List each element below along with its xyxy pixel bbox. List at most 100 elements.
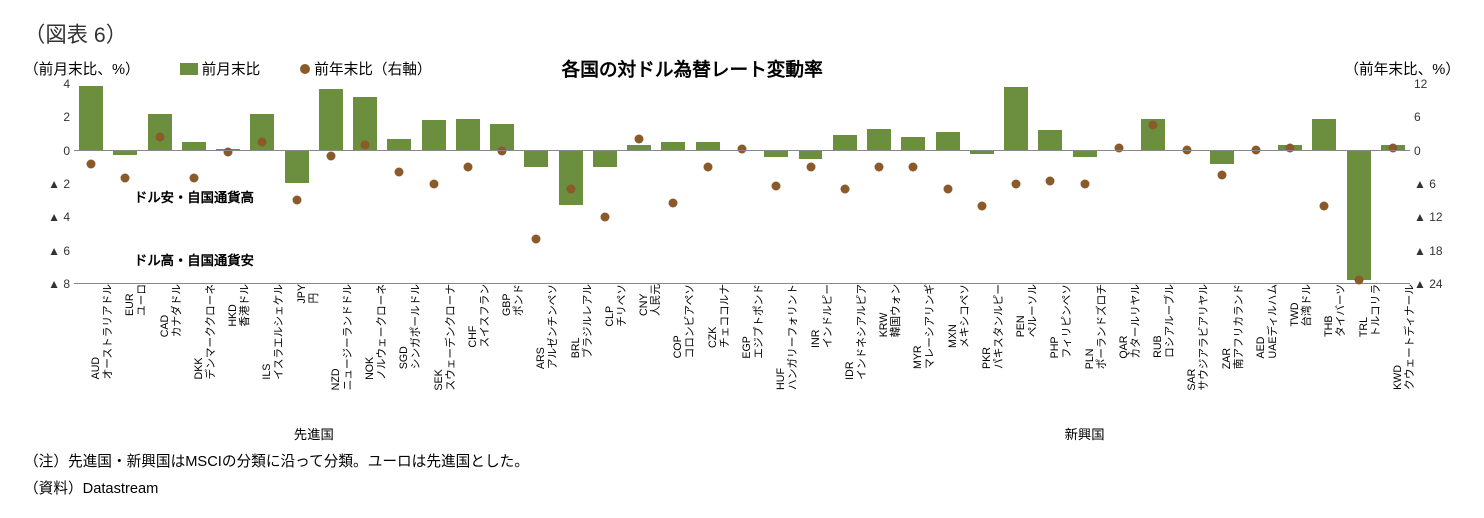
bar-slot bbox=[1033, 84, 1067, 283]
bar bbox=[319, 89, 343, 150]
bar bbox=[182, 142, 206, 150]
dot-marker bbox=[1012, 179, 1021, 188]
x-tick-label: GBPポンド bbox=[502, 284, 525, 316]
x-tick-label: ZAR南アフリカランド bbox=[1222, 284, 1245, 369]
chart-title: 各国の対ドル為替レート変動率 bbox=[562, 55, 823, 82]
x-tick-label: MYRマレーシアリンギ bbox=[913, 284, 936, 369]
bar bbox=[867, 129, 891, 151]
dot-marker bbox=[121, 173, 130, 182]
x-tick-label: EURユーロ bbox=[125, 284, 148, 316]
bar-slot bbox=[554, 84, 588, 283]
bar bbox=[1004, 87, 1028, 150]
y-axis-left: 420▲ 2▲ 4▲ 6▲ 8 bbox=[24, 84, 74, 284]
bar-slot bbox=[1102, 84, 1136, 283]
dot-marker bbox=[977, 201, 986, 210]
legend-bar: 前月末比 bbox=[180, 58, 261, 79]
bar-slot bbox=[1239, 84, 1273, 283]
bar-slot bbox=[999, 84, 1033, 283]
x-tick-label: NZDニュージーランドドル bbox=[331, 284, 354, 390]
bar bbox=[1347, 150, 1371, 279]
y-right-tick: ▲ 6 bbox=[1414, 177, 1460, 191]
bar bbox=[422, 120, 446, 150]
bar bbox=[661, 142, 685, 150]
x-tick-label: CHFスイスフラン bbox=[468, 284, 491, 348]
x-tick-label: KRW韓国ウォン bbox=[879, 284, 902, 337]
dot-marker bbox=[703, 162, 712, 171]
x-axis-labels: AUDオーストラリアドルEURユーロCADカナダドルDKKデンマーククローネHK… bbox=[74, 284, 1410, 424]
x-tick-label: SARサウジアラビアリヤル bbox=[1187, 284, 1210, 391]
dot-marker bbox=[224, 147, 233, 156]
y-left-tick: ▲ 4 bbox=[24, 210, 70, 224]
y-right-tick: ▲ 24 bbox=[1414, 277, 1460, 291]
y-left-title: （前月末比、%） bbox=[24, 58, 140, 79]
x-tick-label: AEDUAEディルハム bbox=[1256, 284, 1279, 358]
bar bbox=[79, 86, 103, 151]
bar-slot bbox=[1170, 84, 1204, 283]
chart-header: （前月末比、%） 前月末比 前年末比（右軸） 各国の対ドル為替レート変動率 （前… bbox=[24, 55, 1460, 82]
x-tick-label: SGDシンガポールドル bbox=[399, 284, 422, 369]
bar-slot bbox=[1341, 84, 1375, 283]
bar-slot bbox=[485, 84, 519, 283]
x-tick-label: CNY人民元 bbox=[639, 284, 662, 316]
bar-slot bbox=[896, 84, 930, 283]
x-tick-label: DKKデンマーククローネ bbox=[194, 284, 217, 379]
x-tick-label: RUBロシアルーブル bbox=[1153, 284, 1176, 358]
x-tick-label: PLNポーランドズロチ bbox=[1085, 284, 1108, 369]
x-tick-label: COPコロンビアペソ bbox=[673, 284, 696, 358]
bar bbox=[936, 132, 960, 150]
bar bbox=[799, 150, 823, 158]
dot-marker bbox=[737, 145, 746, 154]
legend-dot-swatch bbox=[300, 64, 310, 74]
bar-slot bbox=[965, 84, 999, 283]
x-tick-label: TWD台湾ドル bbox=[1290, 284, 1313, 327]
dot-marker bbox=[772, 182, 781, 191]
zero-gridline bbox=[74, 150, 1410, 151]
y-left-tick: ▲ 2 bbox=[24, 177, 70, 191]
plot-area: ドル安・自国通貨高ドル高・自国通貨安 bbox=[74, 84, 1410, 284]
bar-slot bbox=[1204, 84, 1238, 283]
dot-marker bbox=[566, 185, 575, 194]
x-tick-label: HKD香港ドル bbox=[228, 284, 251, 327]
bar-slot bbox=[519, 84, 553, 283]
x-tick-label: AUDオーストラリアドル bbox=[91, 284, 114, 379]
legend-dot: 前年末比（右軸） bbox=[300, 58, 431, 79]
bar-slot bbox=[930, 84, 964, 283]
group-label: 先進国 bbox=[294, 424, 334, 443]
bar-slot bbox=[382, 84, 416, 283]
y-right-tick: 0 bbox=[1414, 144, 1460, 158]
x-tick-label: PHPフィリピンペソ bbox=[1050, 284, 1073, 358]
bar-slot bbox=[74, 84, 108, 283]
dot-marker bbox=[943, 185, 952, 194]
footnote-2: （資料）Datastream bbox=[24, 477, 1460, 498]
bar-slot bbox=[862, 84, 896, 283]
bar-slot bbox=[793, 84, 827, 283]
bar-slot bbox=[622, 84, 656, 283]
bar-slot bbox=[314, 84, 348, 283]
y-left-tick: 0 bbox=[24, 144, 70, 158]
bar-slot bbox=[417, 84, 451, 283]
bar-slot bbox=[588, 84, 622, 283]
bar bbox=[456, 119, 480, 151]
dot-marker bbox=[806, 162, 815, 171]
x-tick-label: TRLトルコリラ bbox=[1359, 284, 1382, 337]
group-labels: 先進国新興国 bbox=[74, 424, 1410, 444]
y-right-tick: ▲ 12 bbox=[1414, 210, 1460, 224]
dot-marker bbox=[258, 138, 267, 147]
legend-dot-label: 前年末比（右軸） bbox=[314, 58, 431, 79]
y-right-tick: ▲ 18 bbox=[1414, 244, 1460, 258]
x-tick-label: IDRインドネシアルピア bbox=[845, 284, 868, 380]
dot-marker bbox=[1080, 179, 1089, 188]
x-tick-label: HUFハンガリーフォリント bbox=[776, 284, 799, 390]
bar bbox=[524, 150, 548, 167]
bar bbox=[833, 135, 857, 150]
bar-slot bbox=[656, 84, 690, 283]
dot-marker bbox=[840, 185, 849, 194]
bar bbox=[901, 137, 925, 150]
y-left-tick: ▲ 8 bbox=[24, 277, 70, 291]
bar bbox=[559, 150, 583, 205]
x-tick-label: SEKスウェーデンクローナ bbox=[434, 284, 457, 391]
dot-marker bbox=[600, 212, 609, 221]
dot-marker bbox=[292, 196, 301, 205]
chart-area: 420▲ 2▲ 4▲ 6▲ 8 ドル安・自国通貨高ドル高・自国通貨安 1260▲… bbox=[24, 84, 1460, 284]
bar-slot bbox=[280, 84, 314, 283]
